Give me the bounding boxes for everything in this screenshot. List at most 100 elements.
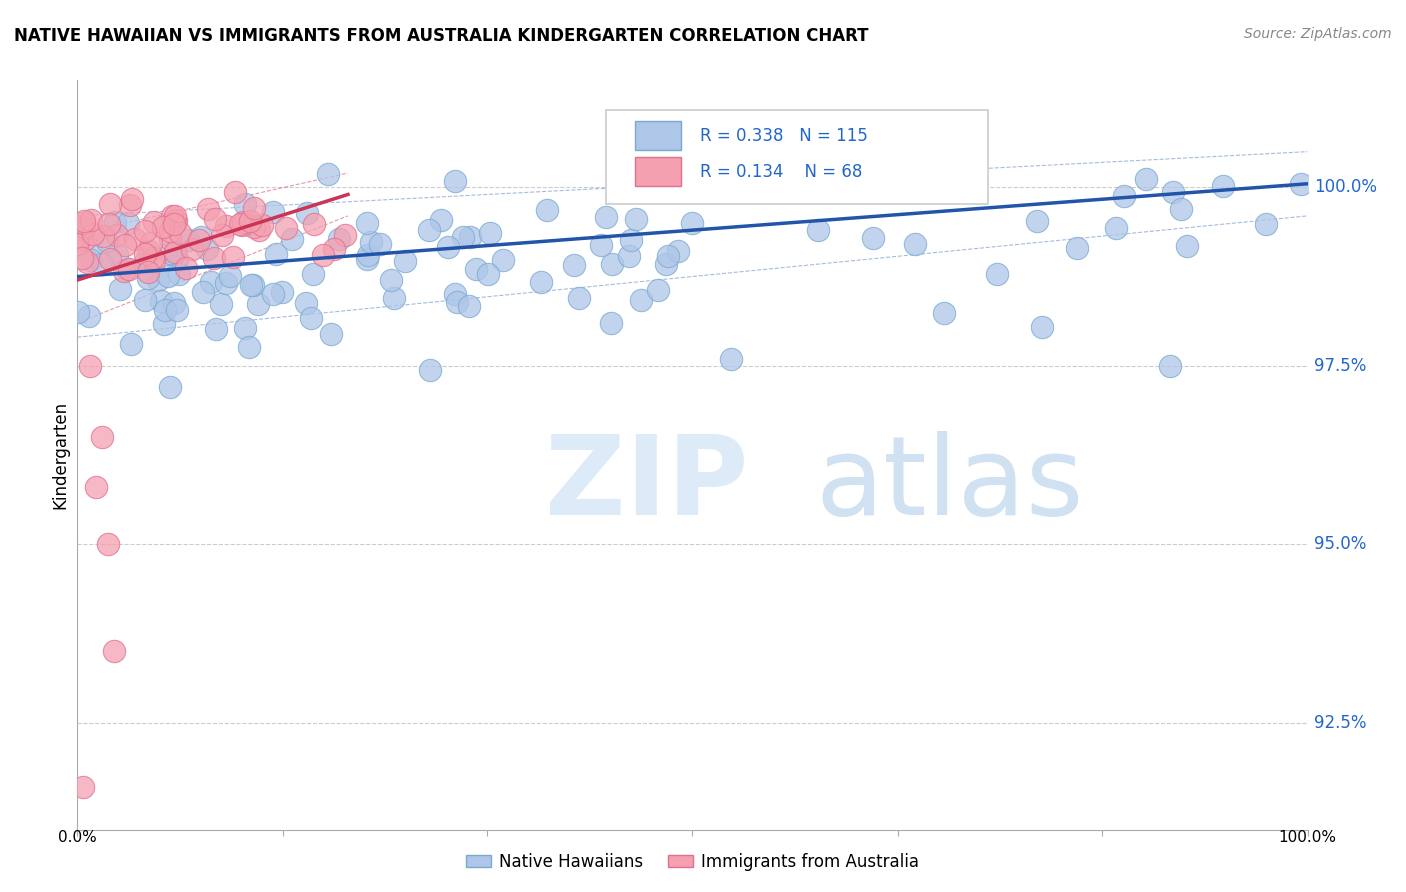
Point [215,219,238,233]
Point [1256,217,1278,231]
Point [72,220,94,235]
Point [1291,177,1313,191]
FancyBboxPatch shape [634,158,682,186]
Point [451,229,474,244]
Point [197,242,219,256]
Point [536,202,558,217]
Point [262,204,284,219]
Point [243,201,266,215]
Point [76,255,98,269]
Point [165,213,187,227]
Point [98,196,121,211]
Point [191,285,214,299]
Point [382,292,405,306]
Point [134,224,156,238]
Point [1161,186,1184,200]
Point [97,537,120,551]
Point [595,210,617,224]
Point [666,244,689,258]
Point [986,268,1008,282]
Point [143,253,166,268]
Point [1066,241,1088,255]
Point [600,317,623,331]
Point [152,220,174,235]
Point [70,251,93,265]
Point [159,246,181,260]
Point [655,257,678,271]
Point [232,215,254,229]
Point [240,277,263,292]
Point [124,232,146,246]
Point [620,233,643,247]
Point [321,327,343,342]
Point [155,302,177,317]
Point [444,174,467,188]
Point [262,287,284,301]
Point [159,380,181,394]
Point [163,295,186,310]
Point [105,228,128,243]
Point [79,359,101,373]
Point [356,248,378,262]
Point [159,232,181,246]
Point [231,218,253,232]
Point [242,277,264,292]
Point [233,197,256,211]
Point [73,214,96,228]
Point [67,305,90,319]
Point [430,212,453,227]
Point [444,287,467,301]
Point [159,224,181,238]
Point [103,644,125,658]
Point [562,258,585,272]
Point [477,267,499,281]
Point [96,234,118,248]
Point [316,167,339,181]
Text: 100.0%: 100.0% [1278,830,1337,845]
Point [1170,202,1192,217]
Point [1031,319,1053,334]
Point [156,269,179,284]
Point [600,257,623,271]
Point [80,212,103,227]
Point [264,246,287,260]
Point [142,251,165,265]
Point [174,261,197,276]
Point [221,250,243,264]
Point [180,243,202,257]
Point [134,246,156,260]
Point [163,209,186,223]
Point [166,302,188,317]
Point [118,261,141,276]
Point [152,318,174,332]
Point [160,209,183,223]
Point [134,293,156,307]
Point [167,267,190,281]
Point [120,198,142,212]
Point [105,248,128,262]
Text: 100.0%: 100.0% [1313,178,1376,196]
Point [204,322,226,336]
Point [271,285,294,299]
Point [492,252,515,267]
Point [238,340,260,354]
Point [136,271,159,285]
Point [419,363,441,377]
Point [368,236,391,251]
Text: ZIP: ZIP [546,432,748,539]
Point [115,262,138,277]
Point [807,223,830,237]
Point [190,230,212,244]
Point [66,237,89,252]
Point [630,293,652,308]
Point [117,216,139,230]
Point [647,283,669,297]
Point [135,253,157,268]
Point [1159,359,1181,373]
Point [1112,189,1135,203]
Point [97,217,120,231]
Point [80,243,103,257]
Point [904,237,927,252]
Point [589,238,612,252]
Point [98,252,121,266]
